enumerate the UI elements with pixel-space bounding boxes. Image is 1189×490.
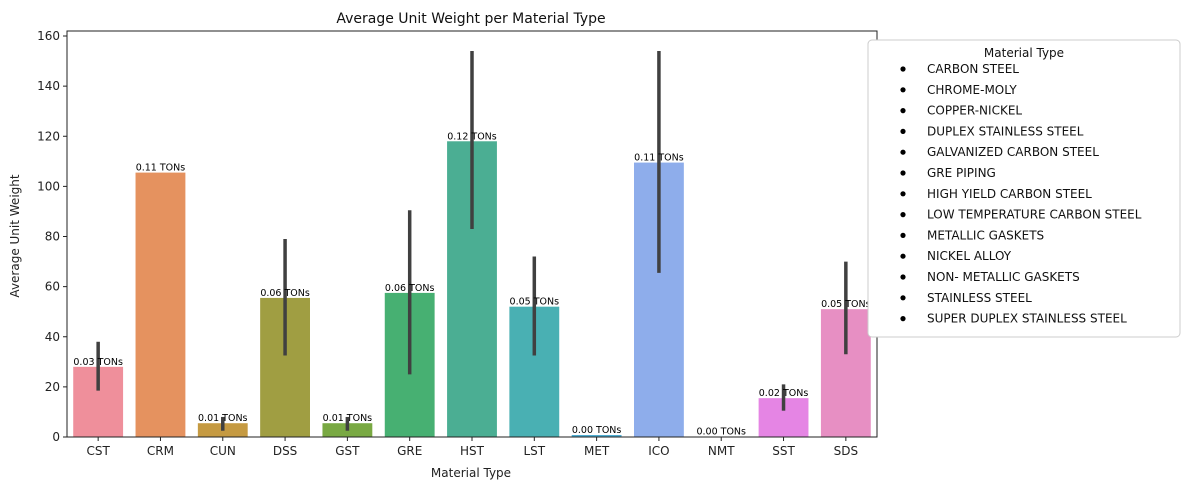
data-label-hst: 0.12 TONs bbox=[447, 131, 497, 142]
chart-title: Average Unit Weight per Material Type bbox=[336, 11, 605, 27]
y-tick-label: 0 bbox=[52, 430, 60, 444]
plot-area: 0 20 40 60 80 100 120 140 160 0.03 TONs CST 0.11 TO… bbox=[37, 29, 878, 458]
y-tick-label: 80 bbox=[45, 230, 60, 244]
x-tick-label: CRM bbox=[147, 444, 174, 458]
legend-bullet bbox=[900, 316, 906, 322]
legend-entry: COPPER-NICKEL bbox=[927, 104, 1022, 118]
data-label-sds: 0.05 TONs bbox=[821, 299, 871, 310]
y-tick-label: 160 bbox=[37, 29, 60, 43]
legend-entry: CARBON STEEL bbox=[927, 62, 1019, 76]
legend-entry: HIGH YIELD CARBON STEEL bbox=[927, 187, 1092, 201]
legend-bullet bbox=[900, 274, 906, 280]
legend-bullet bbox=[900, 108, 906, 114]
data-label-sst: 0.02 TONs bbox=[759, 388, 809, 399]
x-axis-label: Material Type bbox=[431, 466, 511, 480]
legend-entry: DUPLEX STAINLESS STEEL bbox=[927, 124, 1084, 138]
legend-title: Material Type bbox=[984, 46, 1064, 60]
legend-bullet bbox=[900, 87, 906, 93]
data-label-gst: 0.01 TONs bbox=[323, 413, 373, 424]
x-tick-label: GST bbox=[335, 444, 360, 458]
legend-entry: NON- METALLIC GASKETS bbox=[927, 270, 1080, 284]
legend-bullet bbox=[900, 191, 906, 197]
y-tick-label: 100 bbox=[37, 179, 60, 193]
x-tick-label: SDS bbox=[834, 444, 858, 458]
legend-bullet bbox=[900, 128, 906, 134]
data-label-met: 0.00 TONs bbox=[572, 425, 622, 436]
data-label-cst: 0.03 TONs bbox=[73, 357, 123, 368]
legend-entry: NICKEL ALLOY bbox=[927, 249, 1012, 263]
legend-bullet bbox=[900, 232, 906, 238]
x-tick-label: NMT bbox=[708, 444, 735, 458]
y-axis-label: Average Unit Weight bbox=[8, 174, 22, 297]
bar-met bbox=[571, 434, 622, 437]
x-tick-label: HST bbox=[460, 444, 485, 458]
legend-entry: CHROME-MOLY bbox=[927, 83, 1017, 97]
x-tick-label: LST bbox=[523, 444, 545, 458]
legend-bullet bbox=[900, 149, 906, 155]
x-tick-label: SST bbox=[772, 444, 795, 458]
data-label-nmt: 0.00 TONs bbox=[696, 426, 746, 437]
legend-entry: GRE PIPING bbox=[927, 166, 996, 180]
data-label-crm: 0.11 TONs bbox=[136, 163, 186, 174]
legend-bullet bbox=[900, 212, 906, 218]
data-label-lst: 0.05 TONs bbox=[510, 297, 560, 308]
data-label-gre: 0.06 TONs bbox=[385, 283, 435, 294]
bar-crm bbox=[135, 172, 186, 438]
x-tick-label: CUN bbox=[210, 444, 236, 458]
legend-entry: GALVANIZED CARBON STEEL bbox=[927, 145, 1099, 159]
data-label-ico: 0.11 TONs bbox=[634, 153, 684, 164]
y-tick-label: 60 bbox=[45, 280, 60, 294]
legend-entry: LOW TEMPERATURE CARBON STEEL bbox=[927, 208, 1142, 222]
x-tick-label: MET bbox=[584, 444, 610, 458]
x-tick-label: DSS bbox=[273, 444, 297, 458]
y-tick-label: 40 bbox=[45, 330, 60, 344]
legend-bullet bbox=[900, 295, 906, 301]
legend-entry: STAINLESS STEEL bbox=[927, 291, 1032, 305]
x-tick-label: GRE bbox=[397, 444, 422, 458]
legend-entry: METALLIC GASKETS bbox=[927, 228, 1044, 242]
data-label-dss: 0.06 TONs bbox=[260, 288, 310, 299]
legend-items: CARBON STEEL CHROME-MOLY COPPER-NICKEL DUPL… bbox=[900, 62, 1142, 326]
y-tick-label: 140 bbox=[37, 79, 60, 93]
legend-bullet bbox=[900, 66, 906, 72]
x-tick-label: CST bbox=[86, 444, 110, 458]
legend: Material Type CARBON STEEL CHROME-MOLY COP… bbox=[867, 39, 1181, 338]
legend-bullet bbox=[900, 253, 906, 259]
legend-bullet bbox=[900, 170, 906, 176]
data-label-cun: 0.01 TONs bbox=[198, 413, 248, 424]
legend-entry: SUPER DUPLEX STAINLESS STEEL bbox=[927, 312, 1127, 326]
legend-frame bbox=[867, 39, 1181, 338]
x-tick-label: ICO bbox=[648, 444, 669, 458]
y-tick-label: 120 bbox=[37, 129, 60, 143]
y-tick-label: 20 bbox=[45, 380, 60, 394]
